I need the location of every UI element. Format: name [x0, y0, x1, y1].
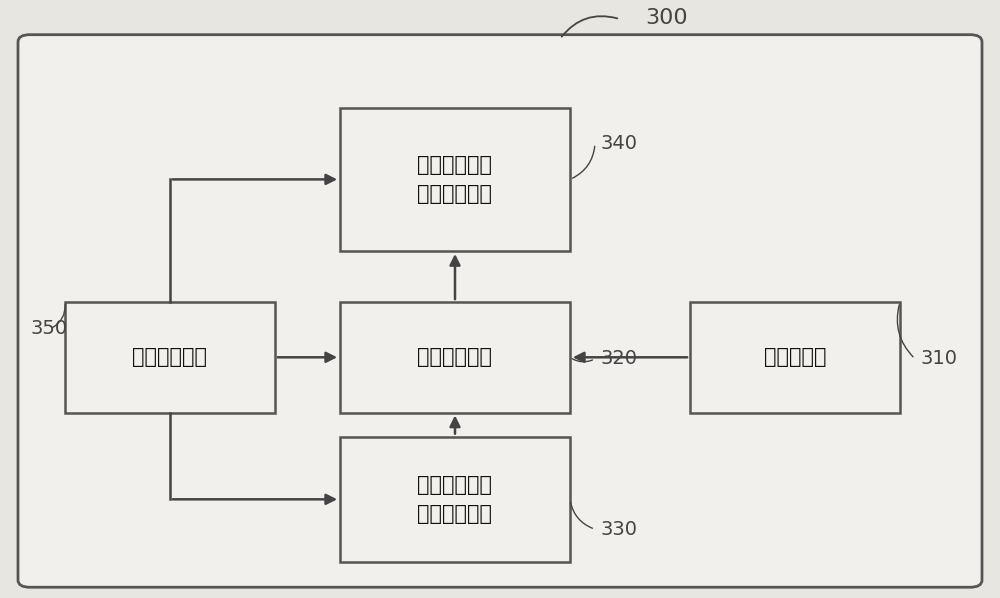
FancyBboxPatch shape: [18, 35, 982, 587]
Text: 第二供电电源: 第二供电电源: [132, 347, 207, 367]
Text: 第二超远距离
无线传输单元: 第二超远距离 无线传输单元: [418, 155, 492, 204]
FancyBboxPatch shape: [65, 302, 275, 413]
Text: 第二超远距离
无线同步单元: 第二超远距离 无线同步单元: [418, 475, 492, 524]
Text: 310: 310: [920, 349, 957, 368]
Text: 330: 330: [600, 520, 637, 539]
FancyBboxPatch shape: [690, 302, 900, 413]
Text: 320: 320: [600, 349, 637, 368]
Text: 电压传感器: 电压传感器: [764, 347, 826, 367]
Text: 340: 340: [600, 134, 637, 153]
Text: 300: 300: [645, 8, 688, 28]
Text: 350: 350: [30, 319, 67, 338]
Text: 电压采集单元: 电压采集单元: [418, 347, 492, 367]
FancyBboxPatch shape: [340, 437, 570, 562]
FancyBboxPatch shape: [340, 302, 570, 413]
FancyBboxPatch shape: [340, 108, 570, 251]
